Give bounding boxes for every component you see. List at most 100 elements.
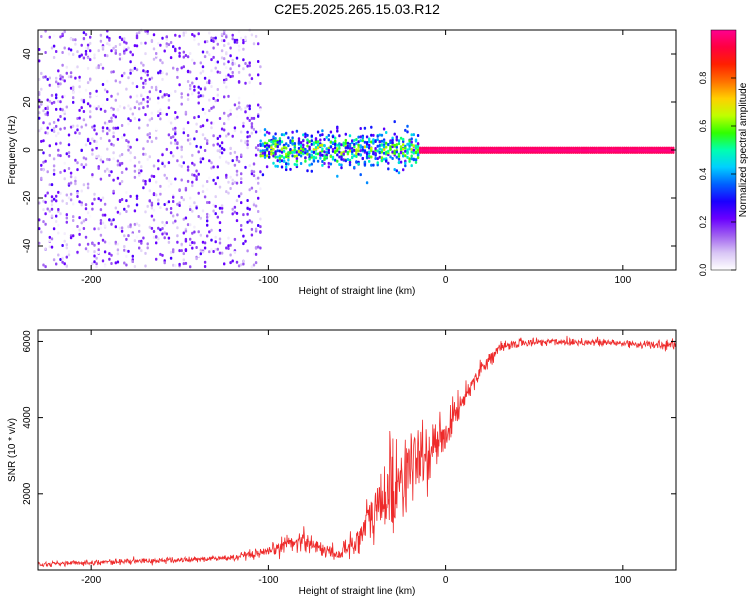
heatmap-cell bbox=[257, 144, 260, 147]
heatmap-cell bbox=[197, 254, 200, 258]
heatmap-cell bbox=[69, 198, 73, 202]
heatmap-cell bbox=[82, 118, 86, 122]
heatmap-cell bbox=[65, 65, 68, 69]
heatmap-cell bbox=[278, 149, 282, 153]
heatmap-cell bbox=[357, 145, 360, 149]
heatmap-cell bbox=[319, 153, 322, 157]
heatmap-cell bbox=[561, 146, 564, 150]
heatmap-cell bbox=[114, 98, 117, 102]
heatmap-cell bbox=[214, 182, 217, 186]
heatmap-cell bbox=[334, 146, 337, 150]
heatmap-cell bbox=[252, 92, 256, 96]
heatmap-cell bbox=[218, 155, 222, 159]
snr-xlabel: Height of straight line (km) bbox=[299, 586, 416, 597]
heatmap-cell bbox=[231, 178, 234, 182]
heatmap-cell bbox=[114, 126, 117, 130]
heatmap-cell bbox=[425, 146, 428, 150]
heatmap-cell bbox=[135, 85, 139, 89]
heatmap-cell bbox=[261, 142, 265, 146]
heatmap-cell bbox=[410, 140, 413, 144]
heatmap-cell bbox=[91, 262, 94, 266]
heatmap-cell bbox=[342, 158, 345, 162]
heatmap-cell bbox=[397, 139, 401, 143]
heatmap-cell bbox=[142, 147, 145, 151]
heatmap-cell bbox=[225, 52, 228, 56]
heatmap-cell bbox=[250, 220, 254, 224]
heatmap-cell bbox=[161, 232, 164, 236]
heatmap-cell bbox=[351, 139, 354, 143]
heatmap-cell bbox=[72, 53, 75, 56]
heatmap-cell bbox=[163, 49, 166, 53]
colorbar: 0.00.20.40.60.8 Normalized spectral ampl… bbox=[698, 29, 749, 276]
heatmap-cell bbox=[57, 84, 60, 88]
heatmap-cell bbox=[114, 115, 117, 119]
heatmap-cell bbox=[84, 46, 88, 50]
heatmap-cell bbox=[487, 146, 490, 150]
heatmap-cell bbox=[172, 66, 175, 70]
heatmap-cell bbox=[220, 127, 224, 131]
heatmap-cell bbox=[210, 126, 213, 130]
heatmap-cell bbox=[216, 98, 219, 102]
heatmap-cell bbox=[212, 143, 215, 147]
heatmap-cell bbox=[186, 179, 190, 183]
heatmap-cell bbox=[216, 165, 219, 169]
heatmap-cell bbox=[159, 189, 162, 193]
heatmap-cell bbox=[233, 129, 237, 133]
heatmap-cell bbox=[208, 159, 211, 163]
heatmap-cell bbox=[197, 101, 200, 105]
heatmap-cell bbox=[193, 61, 196, 65]
heatmap-cell bbox=[404, 149, 407, 153]
heatmap-cell bbox=[133, 175, 137, 179]
heatmap-cell bbox=[89, 95, 92, 99]
heatmap-cell bbox=[135, 203, 139, 207]
heatmap-cell bbox=[650, 146, 654, 150]
heatmap-cell bbox=[106, 167, 109, 171]
heatmap-cell bbox=[427, 146, 430, 150]
heatmap-cell bbox=[112, 218, 115, 222]
heatmap-cell bbox=[144, 251, 147, 255]
heatmap-cell bbox=[63, 46, 66, 50]
heatmap-cell bbox=[189, 237, 192, 241]
heatmap-cell bbox=[195, 246, 198, 249]
heatmap-cell bbox=[374, 147, 377, 150]
heatmap-cell bbox=[50, 195, 54, 199]
heatmap-cell bbox=[416, 134, 420, 137]
heatmap-cell bbox=[368, 140, 371, 143]
heatmap-cell bbox=[146, 104, 149, 108]
heatmap-cell bbox=[125, 118, 128, 122]
heatmap-cell bbox=[295, 150, 299, 154]
heatmap-cell bbox=[306, 138, 309, 142]
heatmap-cell bbox=[89, 104, 92, 108]
heatmap-cell bbox=[370, 149, 373, 153]
heatmap-cell bbox=[101, 259, 105, 263]
heatmap-cell bbox=[65, 202, 68, 205]
heatmap-cell bbox=[106, 122, 109, 126]
heatmap-cell bbox=[374, 140, 377, 143]
heatmap-cell bbox=[52, 44, 56, 48]
heatmap-cell bbox=[142, 81, 145, 85]
heatmap-cell bbox=[44, 112, 47, 116]
heatmap-cell bbox=[59, 258, 62, 261]
heatmap-cell bbox=[302, 143, 305, 147]
heatmap-cell bbox=[86, 182, 90, 186]
heatmap-cell bbox=[657, 146, 660, 150]
heatmap-cell bbox=[361, 148, 364, 152]
heatmap-cell bbox=[138, 102, 141, 106]
heatmap-cell bbox=[140, 249, 143, 253]
heatmap-cell bbox=[182, 65, 185, 69]
heatmap-cell bbox=[197, 172, 200, 176]
heatmap-cell bbox=[237, 30, 241, 34]
heatmap-cell bbox=[276, 164, 279, 168]
heatmap-cell bbox=[144, 179, 147, 183]
heatmap-cell bbox=[120, 180, 124, 183]
heatmap-cell bbox=[63, 94, 66, 98]
heatmap-cell bbox=[127, 249, 130, 253]
heatmap-cell bbox=[176, 240, 179, 244]
heatmap-cell bbox=[69, 37, 73, 41]
heatmap-cell bbox=[161, 112, 164, 116]
heatmap-cell bbox=[76, 124, 79, 128]
heatmap-cell bbox=[127, 46, 130, 50]
heatmap-cell bbox=[152, 164, 156, 168]
heatmap-cell bbox=[663, 146, 666, 150]
heatmap-cell bbox=[161, 36, 164, 40]
